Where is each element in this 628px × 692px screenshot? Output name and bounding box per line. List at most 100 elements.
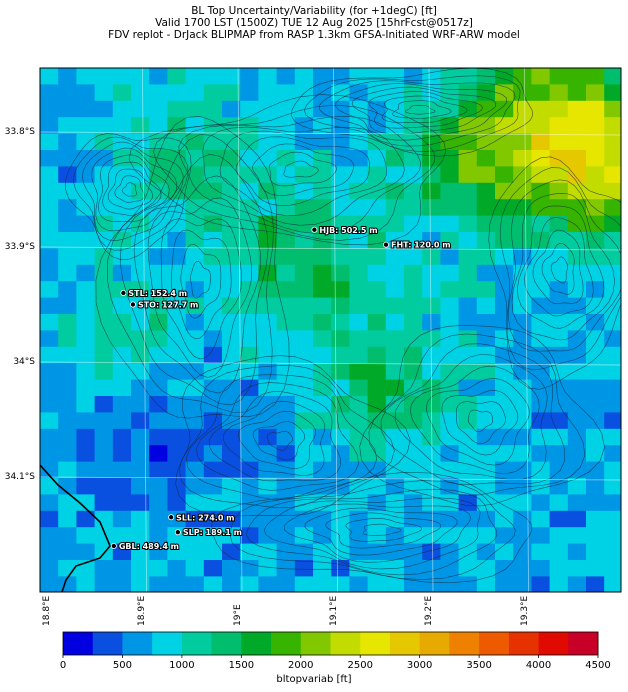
raster-cell: [40, 68, 59, 85]
raster-cell: [422, 510, 441, 528]
raster-cell: [276, 428, 296, 446]
raster-cell: [476, 117, 496, 135]
raster-cell: [203, 576, 223, 592]
raster-cell: [58, 494, 77, 512]
raster-cell: [258, 281, 278, 299]
contour-line: [351, 86, 497, 135]
raster-cell: [131, 68, 150, 85]
raster-cell: [167, 576, 187, 592]
raster-cell: [240, 346, 259, 364]
contour-line: [410, 365, 540, 474]
raster-cell: [112, 576, 132, 592]
raster-cell: [604, 232, 621, 249]
raster-cell: [604, 182, 621, 200]
raster-cell: [76, 478, 96, 495]
raster-cell: [203, 379, 223, 397]
raster-cell: [422, 215, 441, 233]
raster-cell: [131, 527, 150, 545]
raster-cell: [567, 215, 587, 233]
raster-cell: [404, 133, 423, 151]
raster-cell: [495, 133, 514, 151]
raster-cell: [313, 68, 332, 85]
raster-cell: [367, 379, 387, 397]
raster-cell: [276, 510, 296, 528]
raster-cell: [604, 199, 621, 217]
raster-cell: [567, 412, 587, 430]
raster-cell: [385, 346, 405, 364]
raster-cell: [185, 461, 205, 479]
raster-cell: [203, 166, 223, 184]
raster-cell: [567, 199, 587, 217]
raster-cell: [367, 232, 387, 249]
raster-cell: [513, 281, 532, 299]
raster-cell: [94, 314, 114, 331]
raster-cell: [258, 166, 278, 184]
raster-cell: [604, 150, 621, 167]
raster-cell: [294, 428, 314, 446]
colorbar-swatch: [389, 632, 421, 655]
contour-line: [541, 242, 575, 295]
raster-cell: [586, 445, 605, 463]
raster-cell: [586, 346, 605, 364]
raster-cell: [567, 346, 587, 364]
raster-cell: [604, 379, 621, 397]
raster-cell: [313, 117, 332, 135]
contour-line: [511, 192, 615, 341]
raster-cell: [76, 215, 96, 233]
raster-cell: [185, 199, 205, 217]
raster-cell: [604, 527, 621, 545]
raster-cell: [531, 510, 551, 528]
raster-cell: [586, 543, 605, 561]
raster-cell: [276, 346, 296, 364]
raster-cell: [531, 84, 551, 102]
raster-cell: [404, 314, 423, 331]
raster-cell: [76, 527, 96, 545]
colorbar-swatch: [479, 632, 510, 655]
raster-cell: [294, 232, 314, 249]
raster-cell: [149, 84, 168, 102]
raster-cell: [422, 84, 441, 102]
raster-cell: [349, 150, 369, 167]
raster-cell: [276, 363, 296, 381]
raster-cell: [58, 232, 77, 249]
raster-cell: [495, 166, 514, 184]
raster-cell: [367, 117, 387, 135]
raster-cell: [112, 428, 132, 446]
raster-cell: [476, 133, 496, 151]
raster-cell: [567, 166, 587, 184]
raster-cell: [404, 84, 423, 102]
raster-cell: [476, 248, 496, 266]
raster-cell: [185, 297, 205, 315]
raster-cell: [331, 560, 350, 577]
raster-cell: [276, 133, 296, 151]
raster-cell: [131, 428, 150, 446]
raster-cell: [440, 117, 460, 135]
raster-cell: [567, 527, 587, 545]
raster-cell: [422, 527, 441, 545]
raster-cell: [476, 346, 496, 364]
raster-cell: [513, 264, 532, 282]
raster-cell: [203, 543, 223, 561]
raster-cell: [112, 461, 132, 479]
raster-cell: [513, 494, 532, 512]
raster-cell: [76, 117, 96, 135]
raster-cell: [586, 428, 605, 446]
raster-cell: [313, 314, 332, 331]
raster-cell: [404, 215, 423, 233]
raster-cell: [112, 150, 132, 167]
raster-cell: [131, 461, 150, 479]
raster-cell: [294, 150, 314, 167]
raster-cell: [294, 182, 314, 200]
raster-cell: [258, 346, 278, 364]
raster-cell: [258, 100, 278, 118]
raster-cell: [240, 166, 259, 184]
raster-cell: [149, 330, 168, 348]
colorbar-tick-label: 3000: [406, 660, 433, 671]
raster-cell: [349, 412, 369, 430]
raster-cell: [422, 297, 441, 315]
raster-cell: [203, 100, 223, 118]
raster-cell: [458, 428, 478, 446]
raster-cell: [385, 232, 405, 249]
raster-cell: [440, 494, 460, 512]
raster-cell: [112, 445, 132, 463]
